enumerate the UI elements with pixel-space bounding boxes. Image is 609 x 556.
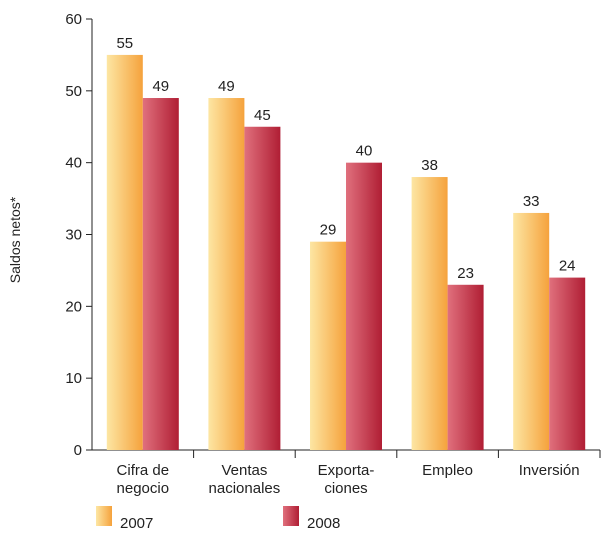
bar-2008-2 bbox=[346, 162, 382, 450]
y-tick-label: 10 bbox=[65, 370, 82, 387]
x-category-label: Ventas bbox=[221, 462, 267, 479]
data-label: 49 bbox=[218, 78, 235, 95]
bar-2007-2 bbox=[310, 241, 346, 450]
legend-swatch-2008 bbox=[283, 506, 299, 526]
bar-2008-0 bbox=[142, 98, 179, 451]
y-tick-label: 0 bbox=[74, 442, 82, 459]
y-tick-label: 60 bbox=[65, 11, 82, 28]
data-label: 40 bbox=[356, 143, 373, 160]
data-label: 29 bbox=[320, 222, 337, 239]
x-category-label: Inversión bbox=[519, 462, 580, 479]
legend-swatch-2007 bbox=[96, 506, 112, 526]
y-tick-label: 30 bbox=[65, 227, 82, 244]
data-label: 24 bbox=[559, 258, 576, 275]
legend: 2007 2008 bbox=[96, 506, 340, 532]
bar-2007-3 bbox=[411, 177, 448, 451]
data-label: 45 bbox=[254, 107, 271, 124]
data-label: 49 bbox=[152, 78, 169, 95]
bar-2008-1 bbox=[244, 126, 281, 450]
legend-label: 2008 bbox=[307, 515, 340, 532]
y-tick-label: 50 bbox=[65, 83, 82, 100]
bar-2008-4 bbox=[549, 277, 586, 450]
x-category-label: Exporta- bbox=[318, 462, 375, 479]
y-axis-title: Saldos netos* bbox=[7, 196, 23, 283]
y-tick-label: 40 bbox=[65, 155, 82, 172]
x-category-label: Cifra de bbox=[117, 462, 170, 479]
data-label: 23 bbox=[457, 265, 474, 282]
data-label: 55 bbox=[116, 35, 133, 52]
bar-2007-4 bbox=[513, 212, 550, 450]
bar-2008-3 bbox=[447, 284, 484, 450]
bar-2007-1 bbox=[208, 98, 245, 451]
data-label: 38 bbox=[421, 157, 438, 174]
x-category-label: negocio bbox=[117, 480, 170, 497]
legend-label: 2007 bbox=[120, 515, 153, 532]
bar-2007-0 bbox=[106, 54, 143, 451]
data-label: 33 bbox=[523, 193, 540, 210]
x-category-label: nacionales bbox=[209, 480, 281, 497]
x-category-label: Empleo bbox=[422, 462, 473, 479]
y-tick-label: 20 bbox=[65, 298, 82, 315]
x-category-label: ciones bbox=[324, 480, 367, 497]
